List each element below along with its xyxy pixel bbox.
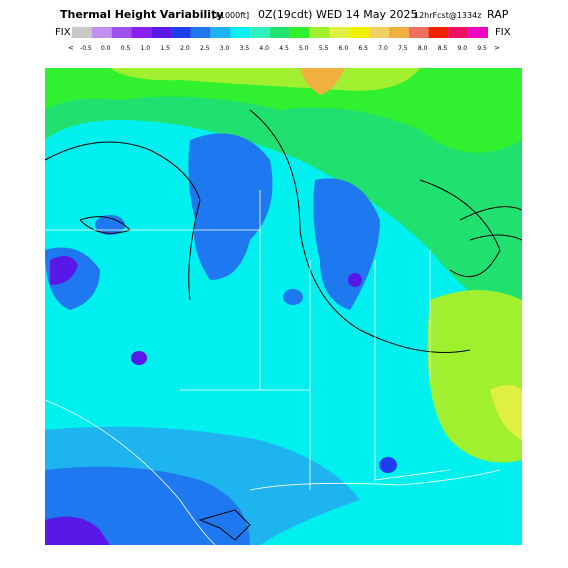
color-swatch — [428, 27, 449, 38]
color-swatch — [468, 27, 488, 38]
legend-label: 7.5 — [398, 45, 408, 52]
legend-label: 8.0 — [418, 45, 428, 52]
legend-label: 7.0 — [378, 45, 388, 52]
color-swatch — [448, 27, 469, 38]
legend-low: < — [68, 44, 74, 52]
legend-label: 1.0 — [141, 45, 151, 52]
color-swatch — [151, 27, 172, 38]
color-swatch — [289, 27, 310, 38]
color-swatch — [190, 27, 211, 38]
color-swatch — [111, 27, 132, 38]
color-swatch — [210, 27, 231, 38]
legend-label: 2.5 — [200, 45, 210, 52]
color-swatch — [72, 27, 92, 38]
color-swatch — [388, 27, 409, 38]
color-swatch — [408, 27, 429, 38]
legend-left: FIX — [55, 27, 71, 38]
color-swatch — [270, 27, 290, 38]
title: Thermal Height Variability — [60, 8, 224, 21]
color-swatch — [131, 27, 152, 38]
legend-label: 3.0 — [220, 45, 230, 52]
legend-label: 1.5 — [160, 45, 170, 52]
legend-label: 0.5 — [121, 45, 131, 52]
legend-label: 4.0 — [259, 45, 269, 52]
color-bar: -0.5 0.0 0.5 1.0 1.5 2.0 2.5 3.0 3.5 4.0 4.5 5.0 5.5… — [72, 27, 488, 52]
legend-label: 5.5 — [319, 45, 329, 52]
valid-time: 0Z(19cdt) WED 14 May 2025 — [258, 8, 417, 21]
color-swatch — [171, 27, 191, 38]
legend-label: 4.5 — [279, 45, 289, 52]
color-swatch — [349, 27, 370, 38]
legend-label: 9.5 — [477, 45, 487, 52]
model: RAP — [487, 8, 509, 21]
legend-label: 6.5 — [358, 45, 368, 52]
legend-high: > — [494, 44, 500, 52]
legend-label: 5.0 — [299, 45, 309, 52]
color-swatch — [91, 27, 112, 38]
legend-label: 8.5 — [438, 45, 448, 52]
color-swatch — [230, 27, 251, 38]
units: [x1000ft] — [212, 11, 249, 20]
legend-label: 3.5 — [240, 45, 250, 52]
color-swatch — [329, 27, 350, 38]
legend-label: 2.0 — [180, 45, 190, 52]
legend-label: 6.0 — [339, 45, 349, 52]
forecast: 12hrFcst@1334z — [414, 11, 481, 20]
legend-right: FIX — [495, 27, 511, 38]
legend-label: 9.0 — [458, 45, 468, 52]
map — [45, 68, 522, 545]
legend-label: 0.0 — [101, 45, 111, 52]
color-swatch — [369, 27, 389, 38]
color-swatch — [250, 27, 271, 38]
color-swatch — [309, 27, 330, 38]
legend-label: -0.5 — [80, 45, 92, 52]
